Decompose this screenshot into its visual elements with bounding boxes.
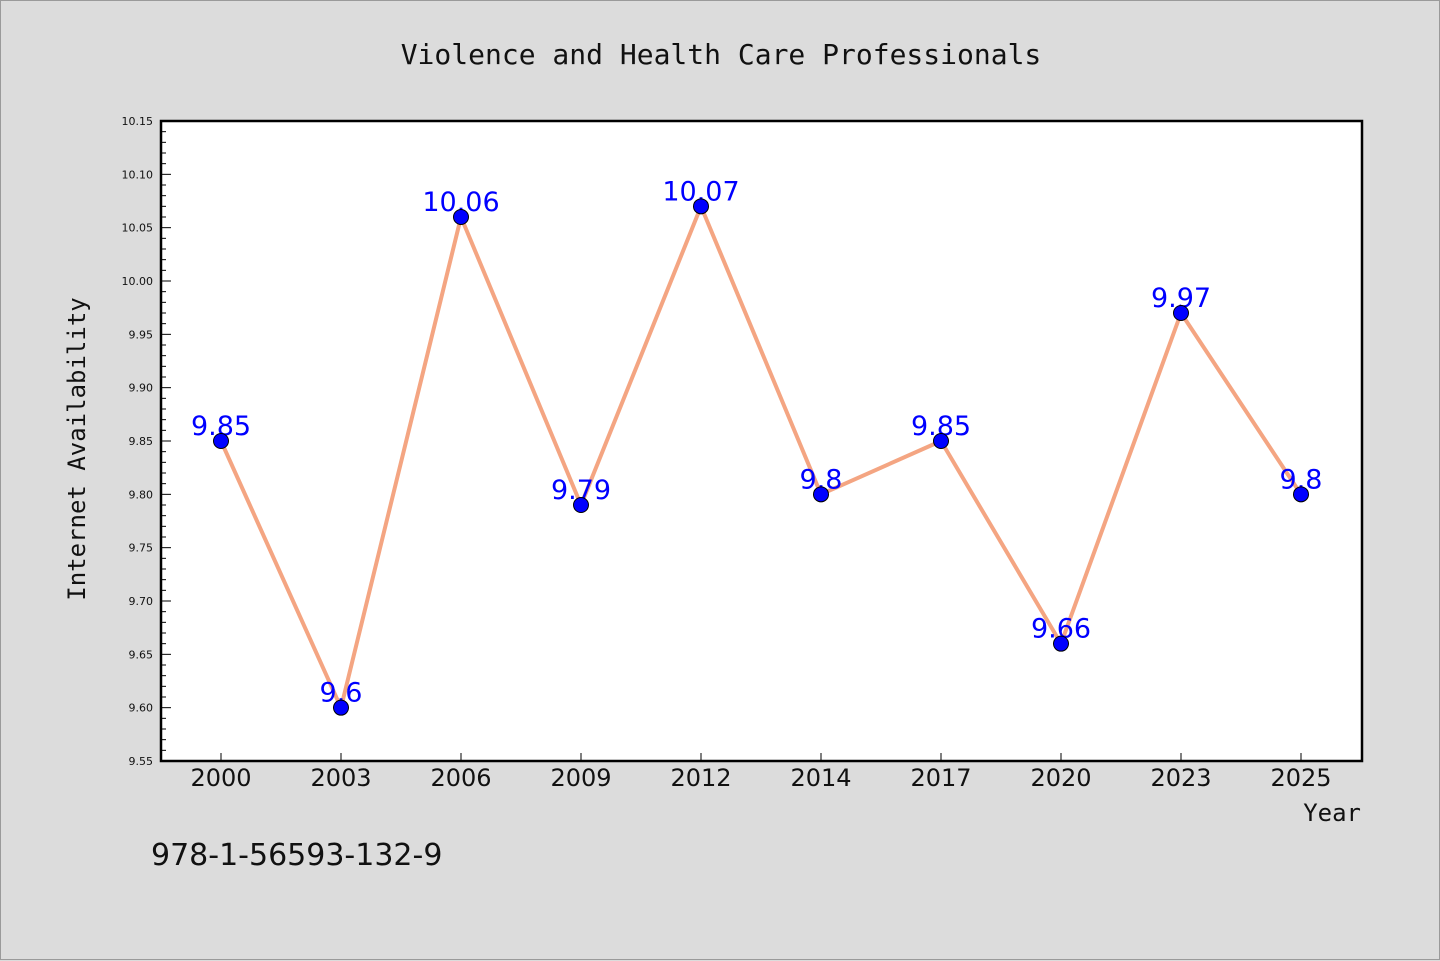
- x-tick-label: 2012: [670, 764, 731, 792]
- x-tick-label: 2023: [1150, 764, 1211, 792]
- x-tick-label: 2009: [550, 764, 611, 792]
- chart-title: Violence and Health Care Professionals: [401, 38, 1042, 71]
- x-tick-label: 2000: [190, 764, 251, 792]
- y-tick-label: 9.75: [129, 542, 154, 555]
- y-tick-label: 10.00: [122, 275, 154, 288]
- x-tick-label: 2020: [1030, 764, 1091, 792]
- y-tick-label: 10.05: [122, 222, 154, 235]
- y-tick-label: 9.95: [129, 328, 154, 341]
- data-point: [1173, 305, 1189, 321]
- y-tick-label: 9.90: [129, 382, 154, 395]
- isbn-text: 978-1-56593-132-9: [151, 838, 442, 873]
- x-axis-label: Year: [1303, 799, 1361, 827]
- data-point: [1053, 635, 1069, 652]
- y-tick-label: 9.80: [129, 488, 154, 501]
- x-tick-label: 2017: [910, 764, 971, 792]
- data-point: [1293, 486, 1309, 503]
- x-tick-label: 2003: [310, 764, 371, 792]
- y-tick-label: 9.65: [129, 648, 154, 661]
- y-tick-label: 9.55: [129, 755, 154, 768]
- x-tick-label: 2006: [430, 764, 491, 792]
- x-axis: 2000 2003 2006 2009 2012 2014 2017 2020 2023 2025: [190, 753, 1332, 792]
- y-tick-label: 9.60: [129, 702, 154, 715]
- x-tick-label: 2025: [1270, 764, 1331, 792]
- plot-area: [159, 119, 1364, 763]
- y-tick-label: 9.85: [129, 435, 154, 448]
- series-line: [219, 204, 1303, 710]
- y-axis: 9.55 9.60 9.65 9.70 9.75 9.80 9.85 9.90 9.95 10.0…: [122, 115, 171, 768]
- data-point: [693, 198, 709, 215]
- x-tick-label: 2014: [790, 764, 851, 792]
- data-point: [573, 497, 589, 513]
- data-point: [813, 486, 829, 503]
- y-axis-label: Internet Availability: [63, 297, 91, 600]
- data-point: [453, 209, 469, 225]
- data-point: [933, 433, 949, 449]
- y-tick-label: 10.10: [122, 168, 154, 181]
- data-point: [213, 433, 229, 449]
- y-tick-label: 10.15: [122, 115, 154, 128]
- data-point: [333, 699, 349, 716]
- y-tick-label: 9.70: [129, 595, 154, 608]
